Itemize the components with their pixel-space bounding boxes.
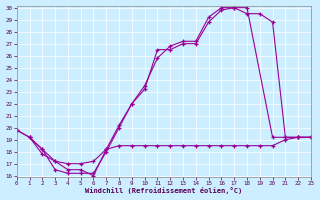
X-axis label: Windchill (Refroidissement éolien,°C): Windchill (Refroidissement éolien,°C) (85, 187, 243, 194)
